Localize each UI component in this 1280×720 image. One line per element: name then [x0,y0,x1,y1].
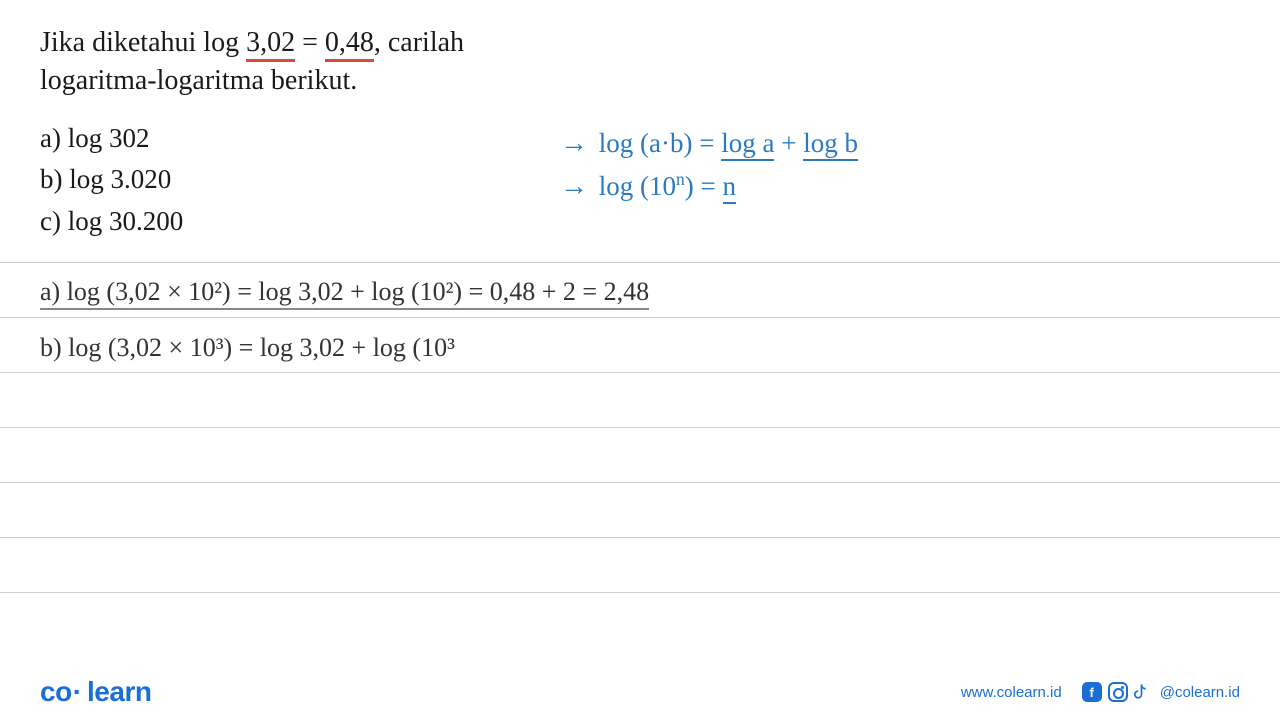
rule2-rhs: n [723,171,737,204]
facebook-icon: f [1082,682,1102,702]
work-line-b: b) log (3,02 × 10³) = log 3,02 + log (10… [0,318,1280,372]
rule1-logb: log b [803,128,858,161]
work-line-empty [0,538,1280,592]
social-handle: @colearn.id [1160,684,1240,701]
content-area: Jika diketahui log 3,02 = 0,48, carilah … [0,0,1280,243]
rule1-lhs: log (a·b) [599,128,693,158]
arrow-icon: → [560,128,588,159]
logo-co: co [40,676,72,707]
footer: co·learn www.colearn.id f @colearn.id [0,664,1280,720]
brand-logo: co·learn [40,676,151,708]
logo-learn: learn [87,676,151,707]
problem-statement: Jika diketahui log 3,02 = 0,48, carilah … [40,24,1240,100]
ruled-work-area: a) log (3,02 × 10²) = log 3,02 + log (10… [0,262,1280,593]
work-line-empty [0,428,1280,482]
problem-line2: logaritma-logaritma berikut. [40,65,357,96]
problem-suffix: , carilah [374,27,464,58]
work-a-text: a) log (3,02 × 10²) = log 3,02 + log (10… [40,277,649,310]
option-a: a) log 302 [40,118,560,160]
work-line-empty [0,373,1280,427]
eq-sign: = [295,27,325,58]
option-c: c) log 30.200 [40,201,560,243]
given-value-2: 0,48 [325,27,374,62]
work-line-empty [0,483,1280,537]
given-value-1: 3,02 [246,27,295,62]
rule-product: → log (a·b) = log a + log b [560,122,858,165]
rule2-exp: n [676,169,685,189]
rule1-plus: + [774,128,803,158]
arrow-icon: → [560,171,588,202]
rule2-eq: = [694,171,723,201]
website-url: www.colearn.id [961,684,1062,701]
logo-dot: · [73,676,86,707]
rule-power: → log (10n) = n [560,165,858,208]
problem-prefix: Jika diketahui log [40,27,246,58]
log-rules: → log (a·b) = log a + log b → log (10n) … [560,122,858,209]
instagram-icon [1108,682,1128,702]
tiktok-icon [1134,682,1154,702]
rule2-lhs-pre: log (10 [599,171,676,201]
footer-right: www.colearn.id f @colearn.id [961,682,1240,702]
work-b-text: b) log (3,02 × 10³) = log 3,02 + log (10… [40,333,455,363]
rule1-eq: = [692,128,721,158]
option-b: b) log 3.020 [40,159,560,201]
options-list: a) log 302 b) log 3.020 c) log 30.200 [40,118,560,244]
options-and-rules-row: a) log 302 b) log 3.020 c) log 30.200 → … [40,118,1240,244]
rule-line [0,592,1280,593]
social-links: f @colearn.id [1082,682,1240,702]
work-line-a: a) log (3,02 × 10²) = log 3,02 + log (10… [0,263,1280,317]
rule1-loga: log a [721,128,774,161]
rule2-lhs-post: ) [685,171,694,201]
